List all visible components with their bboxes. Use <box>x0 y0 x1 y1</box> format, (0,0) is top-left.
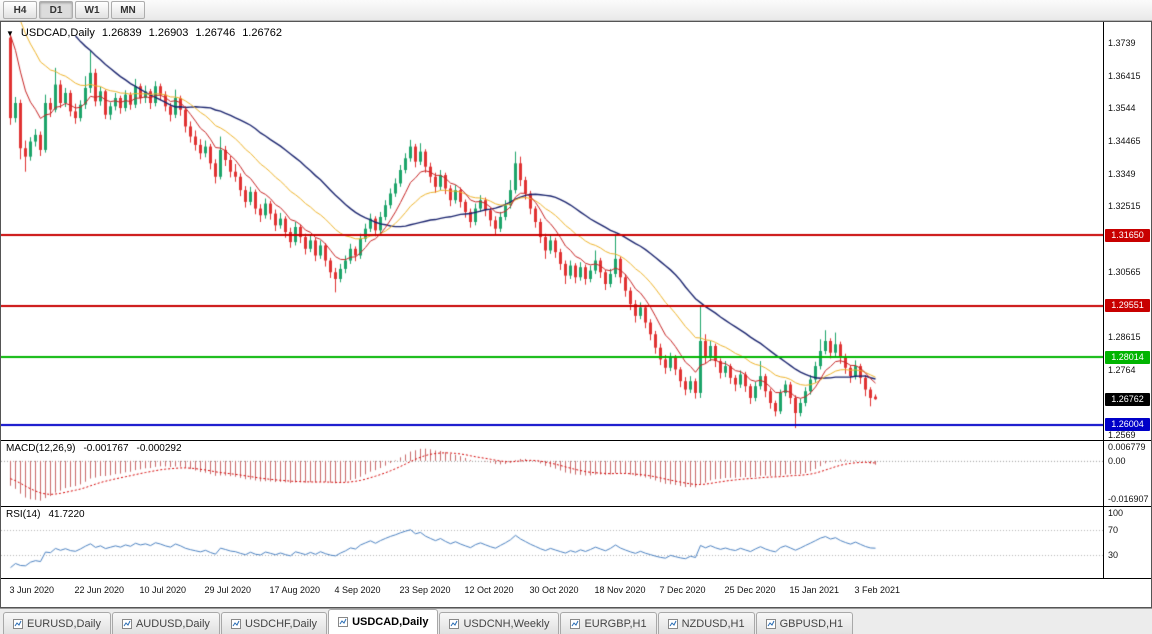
mini-chart-icon <box>121 618 132 629</box>
chart-window: ▼ USDCAD,Daily 1.26839 1.26903 1.26746 1… <box>0 21 1152 608</box>
time-axis-label: 3 Jun 2020 <box>9 585 55 595</box>
price-tick-label: 1.3349 <box>1108 168 1136 179</box>
price-tick-label: 1.2764 <box>1108 364 1136 375</box>
price-tick-label: 1.2569 <box>1108 430 1136 440</box>
time-axis-label: 23 Sep 2020 <box>399 585 451 595</box>
chart-tab-eurusd-daily[interactable]: EURUSD,Daily <box>3 612 111 634</box>
rsi-axis-label: 70 <box>1108 524 1119 535</box>
macd-axis-zero: 0.00 <box>1108 455 1126 466</box>
price-axis: 1.3739 1.36415 1.3544 1.34465 1.3349 1.32515 1… <box>1103 22 1151 440</box>
chart-tab-label: AUDUSD,Daily <box>135 617 210 630</box>
time-axis-label: 17 Aug 2020 <box>269 585 321 595</box>
time-axis-label: 22 Jun 2020 <box>74 585 125 595</box>
mini-chart-icon <box>449 618 460 629</box>
close-value: 1.26762 <box>242 27 282 39</box>
price-tick-label: 1.34465 <box>1108 136 1141 147</box>
chart-tab-usdcnh-weekly[interactable]: USDCNH,Weekly <box>439 612 560 634</box>
macd-axis-max: 0.006779 <box>1108 442 1146 452</box>
mini-chart-icon <box>570 618 581 629</box>
chart-tab-label: EURGBP,H1 <box>584 617 647 630</box>
macd-label: MACD(12,26,9) -0.001767 -0.000292 <box>6 443 182 454</box>
time-axis-label: 3 Feb 2021 <box>854 585 901 595</box>
rsi-label: RSI(14) 41.7220 <box>6 509 85 520</box>
timeframe-button-w1[interactable]: W1 <box>75 1 109 19</box>
chart-tab-usdcad-daily[interactable]: USDCAD,Daily <box>328 609 439 634</box>
rsi-axis-label: 100 <box>1108 508 1124 518</box>
mini-chart-icon <box>765 618 776 629</box>
price-pane: ▼ USDCAD,Daily 1.26839 1.26903 1.26746 1… <box>1 22 1151 440</box>
chart-tab-label: GBPUSD,H1 <box>779 617 844 630</box>
price-tick-label: 1.3739 <box>1108 38 1136 48</box>
timeframe-button-d1[interactable]: D1 <box>39 1 73 19</box>
macd-canvas[interactable] <box>1 441 1103 506</box>
chart-tab-label: NZDUSD,H1 <box>681 617 745 630</box>
price-tick-label: 1.3544 <box>1108 103 1136 114</box>
time-axis: 3 Jun 2020 22 Jun 2020 10 Jul 2020 29 Jul 2… <box>1 579 1151 607</box>
chart-tab-label: USDCNH,Weekly <box>463 617 550 630</box>
mini-chart-icon <box>13 618 23 629</box>
rsi-pane: RSI(14) 41.7220 100 70 30 <box>1 507 1151 578</box>
macd-axis: 0.006779 0.00 -0.016907 <box>1103 441 1151 506</box>
rsi-axis: 100 70 30 <box>1103 507 1151 578</box>
timeframe-button-mn[interactable]: MN <box>111 1 145 19</box>
chart-tab-label: EURUSD,Daily <box>27 617 101 630</box>
price-line-badge: 1.26762 <box>1105 392 1150 406</box>
pane-divider[interactable] <box>1 440 1151 441</box>
mini-chart-icon <box>667 618 678 629</box>
chart-tab-bar: EURUSD,Daily AUDUSD,Daily USDCHF,Daily USDC… <box>0 608 1152 634</box>
price-line-badge: 1.29551 <box>1105 299 1150 313</box>
chart-tab-nzdusd-h1[interactable]: NZDUSD,H1 <box>657 612 755 634</box>
symbol-period-label: USDCAD,Daily <box>20 27 95 39</box>
high-value: 1.26903 <box>148 27 189 39</box>
chart-tab-usdchf-daily[interactable]: USDCHF,Daily <box>220 612 328 634</box>
time-axis-label: 30 Oct 2020 <box>529 585 579 595</box>
price-tick-label: 1.28615 <box>1108 332 1141 343</box>
time-axis-label: 12 Oct 2020 <box>464 585 514 595</box>
pane-divider <box>1 578 1151 579</box>
objects-dropdown-icon[interactable]: ▼ <box>6 28 14 38</box>
rsi-name: RSI(14) <box>6 509 41 520</box>
time-axis-label: 15 Jan 2021 <box>789 585 840 595</box>
time-axis-label: 25 Dec 2020 <box>724 585 776 595</box>
mini-chart-icon <box>338 617 349 627</box>
time-axis-label: 29 Jul 2020 <box>204 585 252 595</box>
chart-tab-eurgbp-h1[interactable]: EURGBP,H1 <box>560 612 657 634</box>
time-axis-label: 18 Nov 2020 <box>594 585 646 595</box>
price-tick-label: 1.36415 <box>1108 70 1141 81</box>
time-axis-label: 7 Dec 2020 <box>659 585 706 595</box>
rsi-value: 41.7220 <box>48 509 85 520</box>
timeframe-toolbar: H4 D1 W1 MN <box>0 0 1152 21</box>
candlestick-chart-canvas[interactable] <box>1 22 1103 440</box>
macd-axis-min: -0.016907 <box>1108 494 1149 504</box>
price-line-badge: 1.31650 <box>1105 228 1150 242</box>
macd-signal-value: -0.000292 <box>136 443 182 454</box>
low-value: 1.26746 <box>195 27 236 39</box>
timeframe-button-h4[interactable]: H4 <box>3 1 37 19</box>
rsi-canvas[interactable] <box>1 507 1103 578</box>
pane-divider[interactable] <box>1 506 1151 507</box>
time-axis-label: 4 Sep 2020 <box>334 585 381 595</box>
macd-main-value: -0.001767 <box>83 443 129 454</box>
chart-tab-audusd-daily[interactable]: AUDUSD,Daily <box>111 612 220 634</box>
chart-tab-label: USDCHF,Daily <box>244 617 318 630</box>
price-line-badge: 1.26004 <box>1105 418 1150 432</box>
time-axis-label: 10 Jul 2020 <box>139 585 187 595</box>
rsi-axis-label: 30 <box>1108 550 1119 561</box>
macd-name: MACD(12,26,9) <box>6 443 76 454</box>
price-tick-label: 1.30565 <box>1108 266 1141 277</box>
macd-pane: MACD(12,26,9) -0.001767 -0.000292 0.0067… <box>1 441 1151 506</box>
open-value: 1.26839 <box>101 27 142 39</box>
mini-chart-icon <box>230 618 241 629</box>
price-tick-label: 1.32515 <box>1108 201 1141 212</box>
symbol-ohlc-header: ▼ USDCAD,Daily 1.26839 1.26903 1.26746 1… <box>6 27 282 39</box>
chart-tab-gbpusd-h1[interactable]: GBPUSD,H1 <box>755 612 854 634</box>
price-line-badge: 1.28014 <box>1105 350 1150 364</box>
chart-tab-label: USDCAD,Daily <box>352 616 429 628</box>
